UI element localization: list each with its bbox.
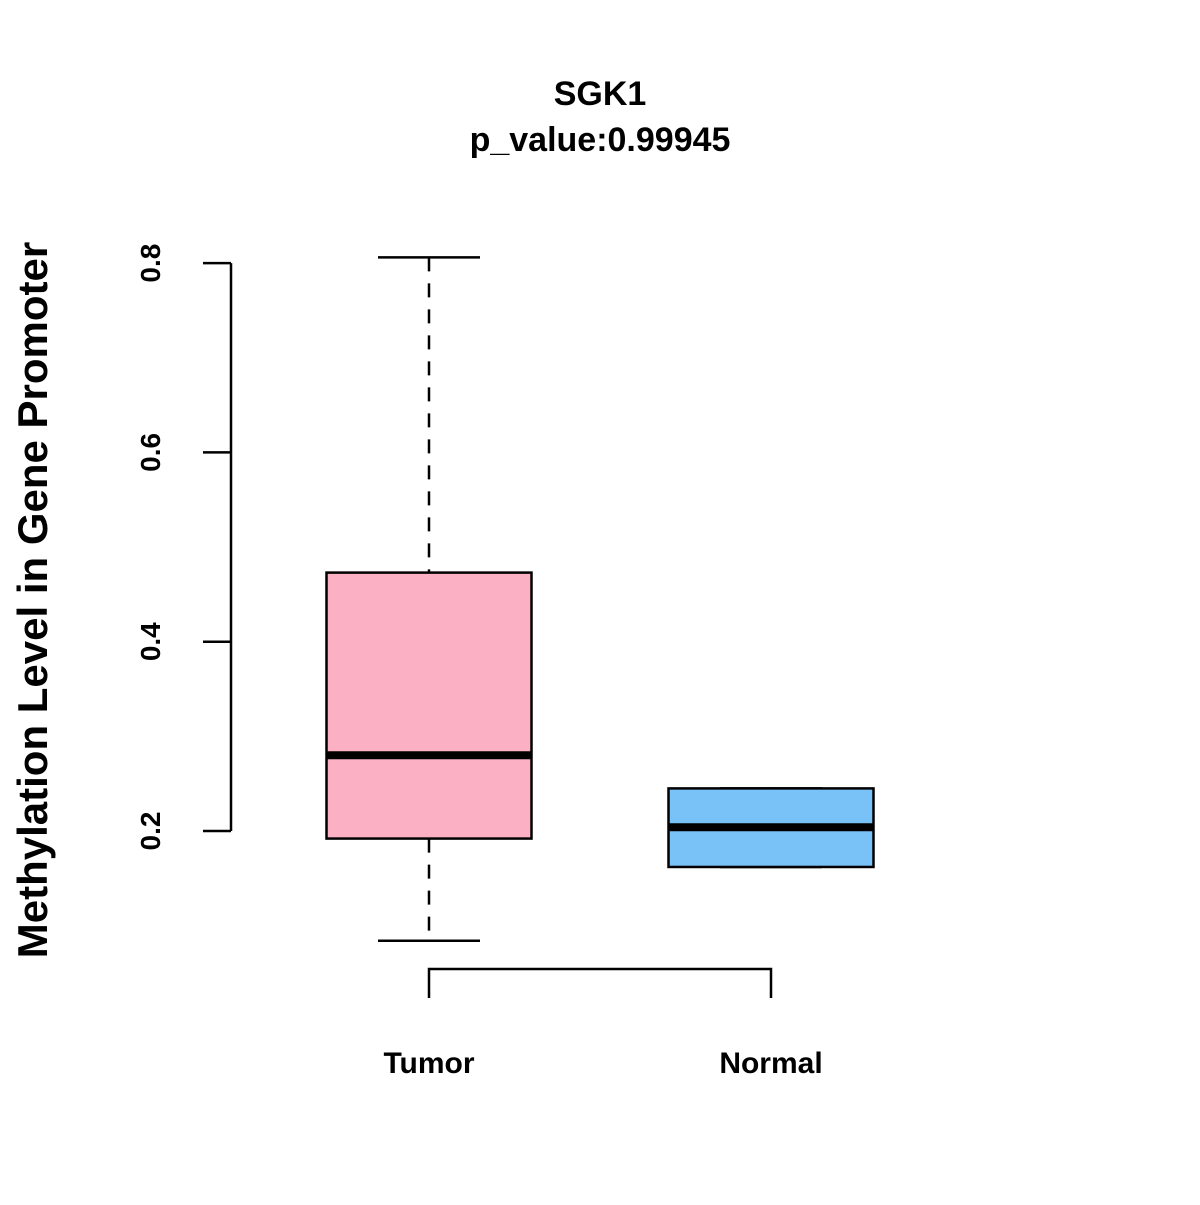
y-tick-label: 0.2 [135, 812, 166, 851]
box-tumor [325, 256, 533, 943]
iqr-box [325, 571, 533, 840]
bracket-line [427, 967, 773, 998]
y-axis-label: Methylation Level in Gene Promoter [9, 242, 56, 958]
chart-title: SGK1 [554, 75, 647, 113]
comparison-bracket [427, 967, 773, 998]
x-tick-label: Tumor [383, 1047, 474, 1080]
boxes [325, 256, 875, 943]
y-tick-label: 0.8 [135, 244, 166, 283]
chart-subtitle: p_value:0.99945 [470, 121, 731, 159]
y-tick-label: 0.6 [135, 433, 166, 472]
y-tick-label: 0.4 [135, 622, 166, 661]
box-normal [667, 787, 875, 869]
x-tick-label: Normal [719, 1047, 822, 1080]
x-axis-labels: Tumor Normal [383, 1047, 822, 1080]
y-axis: 0.2 0.4 0.6 0.8 [135, 244, 233, 851]
